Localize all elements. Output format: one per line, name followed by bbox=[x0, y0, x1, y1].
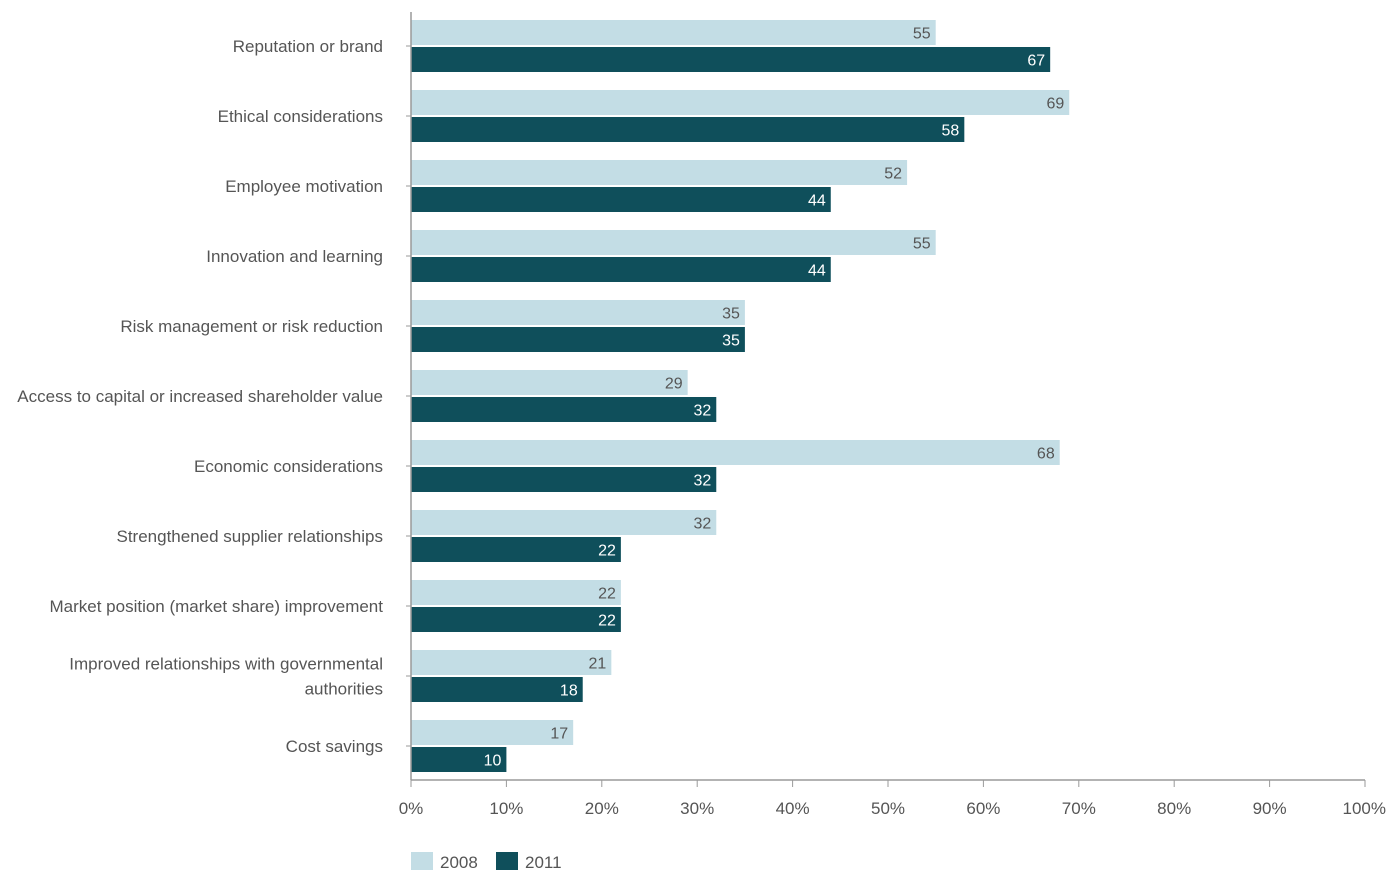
bar-value-label: 67 bbox=[1027, 53, 1045, 70]
bar-2008 bbox=[411, 440, 1060, 465]
bar-2008 bbox=[411, 230, 936, 255]
category-label: Economic considerations bbox=[194, 457, 383, 476]
bar-2011 bbox=[411, 747, 507, 772]
bar-value-label: 35 bbox=[722, 333, 740, 350]
bar-value-label: 18 bbox=[560, 683, 578, 700]
category-labels: Reputation or brand Ethical consideration… bbox=[17, 37, 383, 756]
bar-2011 bbox=[411, 187, 831, 212]
x-tick-label: 50% bbox=[871, 799, 905, 818]
bar-2008 bbox=[411, 580, 621, 605]
bar-value-label: 55 bbox=[913, 26, 931, 43]
category-label: Ethical considerations bbox=[218, 107, 383, 126]
category-label: Access to capital or increased sharehold… bbox=[17, 387, 383, 406]
bar-2008 bbox=[411, 370, 688, 395]
x-tick-label: 60% bbox=[966, 799, 1000, 818]
bar-2008 bbox=[411, 650, 612, 675]
category-label: Employee motivation bbox=[225, 177, 383, 196]
bar-value-label: 32 bbox=[693, 403, 711, 420]
bar-2011 bbox=[411, 607, 621, 632]
bar-value-label: 44 bbox=[808, 193, 826, 210]
bar-value-label: 22 bbox=[598, 613, 616, 630]
category-label: Innovation and learning bbox=[206, 247, 383, 266]
bar-2011 bbox=[411, 327, 745, 352]
x-tick-label: 10% bbox=[489, 799, 523, 818]
bar-value-label: 52 bbox=[884, 166, 902, 183]
category-label: Reputation or brand bbox=[233, 37, 383, 56]
bar-2008 bbox=[411, 90, 1070, 115]
bar-value-label: 44 bbox=[808, 263, 826, 280]
x-tick-label: 100% bbox=[1343, 799, 1386, 818]
bar-value-label: 22 bbox=[598, 586, 616, 603]
category-label: authorities bbox=[305, 680, 383, 699]
legend-swatch-2008 bbox=[411, 852, 433, 870]
x-tick-label: 0% bbox=[399, 799, 424, 818]
bar-2011 bbox=[411, 47, 1051, 72]
bar-value-label: 35 bbox=[722, 306, 740, 323]
bar-2011 bbox=[411, 257, 831, 282]
bar-2008 bbox=[411, 510, 717, 535]
x-tick-label: 90% bbox=[1253, 799, 1287, 818]
axes-group bbox=[406, 12, 1366, 787]
bar-value-label: 22 bbox=[598, 543, 616, 560]
bar-value-label: 17 bbox=[550, 726, 568, 743]
legend-swatch-2011 bbox=[496, 852, 518, 870]
legend-label-2011: 2011 bbox=[525, 853, 562, 870]
bar-2011 bbox=[411, 537, 621, 562]
legend-label-2008: 2008 bbox=[440, 853, 478, 870]
category-label: Market position (market share) improveme… bbox=[49, 597, 383, 616]
bars-group: 55 67 69 58 52 44 55 44 35 35 29 32 68 32 32 22 22 22 21 18… bbox=[411, 20, 1070, 772]
bar-value-label: 69 bbox=[1046, 96, 1064, 113]
bar-2011 bbox=[411, 677, 583, 702]
bar-2008 bbox=[411, 20, 936, 45]
x-tick-label: 80% bbox=[1157, 799, 1191, 818]
x-tick-label: 70% bbox=[1062, 799, 1096, 818]
bar-2011 bbox=[411, 467, 717, 492]
bar-2008 bbox=[411, 300, 745, 325]
bar-value-label: 32 bbox=[693, 516, 711, 533]
bar-value-label: 29 bbox=[665, 376, 683, 393]
bar-2011 bbox=[411, 117, 965, 142]
bar-value-label: 58 bbox=[942, 123, 960, 140]
x-tick-label: 30% bbox=[680, 799, 714, 818]
legend: 2008 2011 bbox=[411, 852, 562, 870]
category-label: Strengthened supplier relationships bbox=[116, 527, 383, 546]
x-tick-label: 20% bbox=[585, 799, 619, 818]
bar-2011 bbox=[411, 397, 717, 422]
category-label: Risk management or risk reduction bbox=[120, 317, 383, 336]
x-tick-labels: 0% 10% 20% 30% 40% 50% 60% 70% 80% 90% 100% bbox=[399, 799, 1386, 818]
category-label: Cost savings bbox=[286, 737, 383, 756]
bar-value-label: 10 bbox=[484, 753, 502, 770]
bar-value-label: 32 bbox=[693, 473, 711, 490]
bar-value-label: 55 bbox=[913, 236, 931, 253]
bar-value-label: 68 bbox=[1037, 446, 1055, 463]
x-tick-label: 40% bbox=[776, 799, 810, 818]
category-label: Improved relationships with governmental bbox=[69, 655, 383, 674]
bar-2008 bbox=[411, 720, 574, 745]
bar-value-label: 21 bbox=[589, 656, 607, 673]
bar-2008 bbox=[411, 160, 908, 185]
